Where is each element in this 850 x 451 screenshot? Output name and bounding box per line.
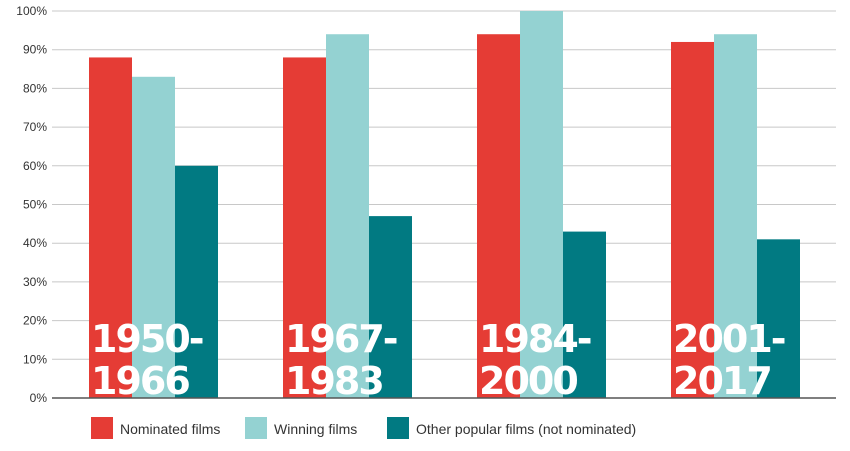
y-tick-label: 50% [23,198,47,212]
y-tick-label: 40% [23,236,47,250]
y-tick-label: 0% [30,391,48,405]
legend-swatch [387,417,409,439]
bar [89,57,132,398]
y-tick-label: 30% [23,275,47,289]
bar [369,216,412,398]
bar [563,231,606,398]
legend-label: Other popular films (not nominated) [416,421,636,437]
y-tick-label: 70% [23,120,47,134]
period-label: 2001- [673,317,785,361]
period-labels: 1950-1966 1967-1983 1984-2000 2001-2017 [91,317,787,403]
bar [326,34,369,398]
bar [175,165,218,398]
bar [714,34,757,398]
period-label: 1967- [285,317,397,361]
y-tick-label: 80% [23,81,47,95]
period-label: 1950- [91,317,203,361]
y-tick-label: 20% [23,314,47,328]
y-tick-label: 60% [23,159,47,173]
y-tick-label: 90% [23,43,47,57]
legend: Nominated films Winning films Other popula… [91,417,636,439]
period-label: 1984- [479,317,591,361]
bar [283,57,326,398]
bar [132,76,175,398]
legend-swatch [91,417,113,439]
y-tick-label: 10% [23,352,47,366]
period-label: 1966 [91,359,189,403]
period-label: 1983 [285,359,383,403]
y-tick-label: 100% [16,4,47,18]
bar [520,11,563,398]
y-axis-ticks: 0% 10% 20% 30% 40% 50% 60% 70% 80% 90% 100% [16,4,47,405]
bar [757,239,800,398]
bar [477,34,520,398]
legend-label: Nominated films [120,421,220,437]
period-label: 2017 [673,359,771,403]
bar [671,41,714,399]
bars [89,11,800,399]
legend-swatch [245,417,267,439]
period-label: 2000 [479,359,577,403]
legend-label: Winning films [274,421,357,437]
